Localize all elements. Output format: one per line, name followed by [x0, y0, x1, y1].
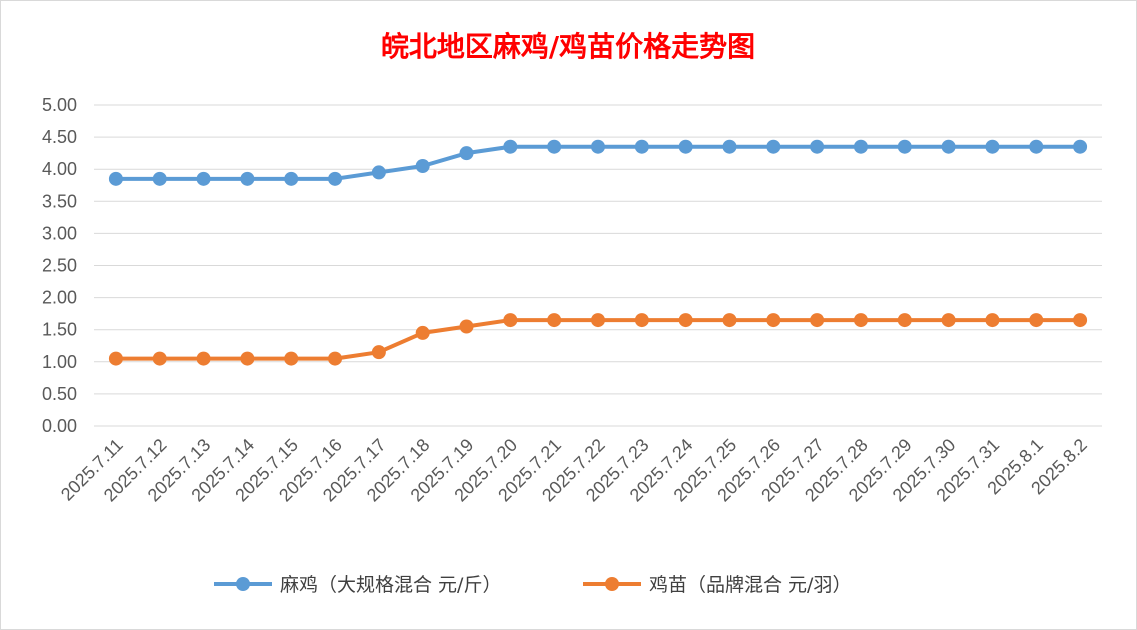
data-point[interactable]	[196, 171, 211, 186]
data-point[interactable]	[766, 139, 781, 154]
data-point[interactable]	[108, 171, 123, 186]
data-point[interactable]	[985, 313, 1000, 328]
data-point[interactable]	[591, 139, 605, 154]
data-point[interactable]	[152, 171, 167, 186]
data-point[interactable]	[1029, 139, 1044, 154]
data-point[interactable]	[897, 139, 912, 154]
data-point[interactable]	[328, 171, 343, 186]
data-point[interactable]	[503, 313, 518, 328]
data-point[interactable]	[503, 139, 518, 154]
y-tick-label: 1.00	[42, 352, 77, 372]
data-point[interactable]	[941, 313, 956, 328]
series-layer	[108, 139, 1088, 366]
data-point[interactable]	[766, 313, 781, 328]
data-point[interactable]	[985, 139, 1000, 154]
x-axis-ticks: 2025.7.112025.7.122025.7.132025.7.142025…	[57, 435, 1091, 506]
data-point[interactable]	[284, 351, 299, 366]
data-point[interactable]	[897, 313, 912, 328]
y-axis-ticks: 0.00 0.50 1.00 1.50 2.00 2.50 3.00 3.50 4.00 4.50…	[42, 95, 77, 436]
data-point[interactable]	[1073, 139, 1088, 154]
legend-item-series-1[interactable]: 麻鸡（大规格混合 元/斤）	[214, 574, 501, 596]
data-point[interactable]	[678, 313, 693, 328]
y-tick-label: 2.00	[42, 288, 77, 308]
legend: 麻鸡（大规格混合 元/斤） 鸡苗（品牌混合 元/羽）	[214, 574, 851, 596]
y-tick-label: 5.00	[42, 95, 77, 115]
data-point[interactable]	[459, 319, 474, 334]
y-tick-label: 0.00	[42, 416, 77, 436]
chart-title: 皖北地区麻鸡/鸡苗价格走势图	[381, 30, 755, 63]
legend-label-series-1: 麻鸡（大规格混合 元/斤）	[280, 574, 501, 596]
y-tick-label: 1.50	[42, 320, 77, 340]
y-tick-label: 0.50	[42, 384, 77, 404]
gridlines	[94, 104, 1102, 427]
data-point[interactable]	[678, 139, 693, 154]
data-point[interactable]	[810, 313, 825, 328]
data-point[interactable]	[196, 351, 211, 366]
series-2	[108, 313, 1088, 366]
data-point[interactable]	[941, 139, 956, 154]
data-point[interactable]	[459, 146, 474, 161]
data-point[interactable]	[240, 351, 255, 366]
data-point[interactable]	[371, 165, 386, 180]
data-point[interactable]	[240, 171, 255, 186]
y-tick-label: 4.00	[42, 159, 77, 179]
legend-item-series-2[interactable]: 鸡苗（品牌混合 元/羽）	[583, 574, 851, 596]
series-1	[108, 139, 1088, 186]
data-point[interactable]	[547, 139, 562, 154]
y-tick-label: 3.00	[42, 223, 77, 243]
data-point[interactable]	[1029, 313, 1044, 328]
data-point[interactable]	[810, 139, 825, 154]
data-point[interactable]	[634, 139, 649, 154]
data-point[interactable]	[328, 351, 343, 366]
data-point[interactable]	[108, 351, 123, 366]
data-point[interactable]	[591, 313, 605, 328]
data-point[interactable]	[547, 313, 562, 328]
legend-marker-series-1	[236, 577, 250, 591]
legend-marker-series-2	[605, 577, 619, 591]
legend-label-series-2: 鸡苗（品牌混合 元/羽）	[649, 574, 851, 596]
data-point[interactable]	[853, 313, 868, 328]
data-point[interactable]	[634, 313, 649, 328]
y-tick-label: 4.50	[42, 127, 77, 147]
data-point[interactable]	[722, 313, 737, 328]
data-point[interactable]	[722, 139, 737, 154]
data-point[interactable]	[415, 158, 430, 173]
data-point[interactable]	[284, 171, 299, 186]
data-point[interactable]	[152, 351, 167, 366]
data-point[interactable]	[371, 345, 386, 360]
y-tick-label: 2.50	[42, 256, 77, 276]
data-point[interactable]	[415, 325, 430, 340]
y-tick-label: 3.50	[42, 191, 77, 211]
data-point[interactable]	[853, 139, 868, 154]
data-point[interactable]	[1073, 313, 1088, 328]
